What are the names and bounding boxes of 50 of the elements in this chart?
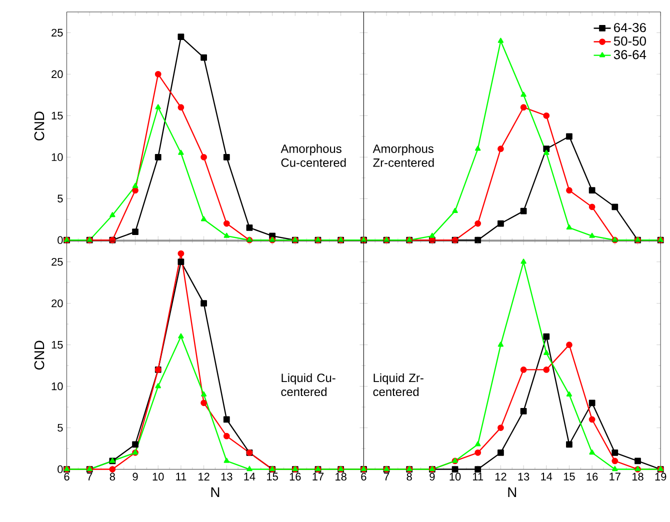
x-tick-label: 17 [312,472,324,480]
x-tick-label: 19 [655,472,666,481]
y-tick-label: 5 [58,424,63,432]
x-tick-label: 11 [176,472,186,480]
y-tick-label: 10 [52,153,63,161]
y-tick-label: 20 [52,299,63,308]
x-tick-label: 16 [290,472,301,481]
x-tick-label: 8 [406,472,412,481]
x-tick-label: 18 [336,472,346,481]
x-tick-label: 7 [384,472,390,480]
annotation: Amorphous Cu-centered [280,144,346,167]
x-tick-label: 14 [244,472,256,480]
x-tick-label: 16 [586,472,598,481]
x-tick-label: 6 [361,472,366,481]
x-tick-label: 10 [152,472,164,481]
x-tick-label: 15 [564,472,575,480]
y-tick-label: 0 [58,236,63,244]
x-tick-label: 9 [430,472,435,481]
x-tick-label: 17 [610,472,620,480]
y-tick-label: 15 [52,112,63,120]
y-axis-title: CND [34,112,44,140]
x-tick-label: 11 [473,472,484,480]
x-tick-label: 13 [518,472,530,481]
x-axis-title: N [508,487,516,497]
y-tick-label: 5 [58,194,63,202]
y-tick-label: 25 [52,258,63,266]
legend-label: 50-50 [614,36,646,46]
annotation: Liquid Cu-centered [281,373,336,396]
annotation: Liquid Zr-centered [373,373,424,396]
y-tick-label: 15 [52,340,63,349]
x-tick-label: 18 [632,472,644,481]
x-tick-label: 14 [541,472,552,480]
x-tick-label: 8 [110,472,115,481]
x-tick-label: 15 [267,472,278,480]
y-tick-label: 0 [58,465,63,474]
annotation: Amorphous Zr-centered [372,144,434,167]
x-tick-label: 9 [132,472,138,481]
x-tick-label: 10 [450,472,461,481]
y-axis-title: CND [34,340,44,370]
legend-label: 36-64 [614,50,646,60]
legend-label: 64-36 [614,22,646,32]
x-tick-label: 7 [87,472,92,480]
y-tick-label: 10 [52,382,63,390]
x-tick-label: 13 [221,472,232,481]
y-tick-label: 25 [52,28,63,37]
x-tick-label: 6 [64,472,70,481]
x-axis-title: N [211,487,220,497]
x-tick-label: 12 [495,472,506,480]
x-tick-label: 12 [198,472,210,480]
y-tick-label: 20 [52,70,63,78]
